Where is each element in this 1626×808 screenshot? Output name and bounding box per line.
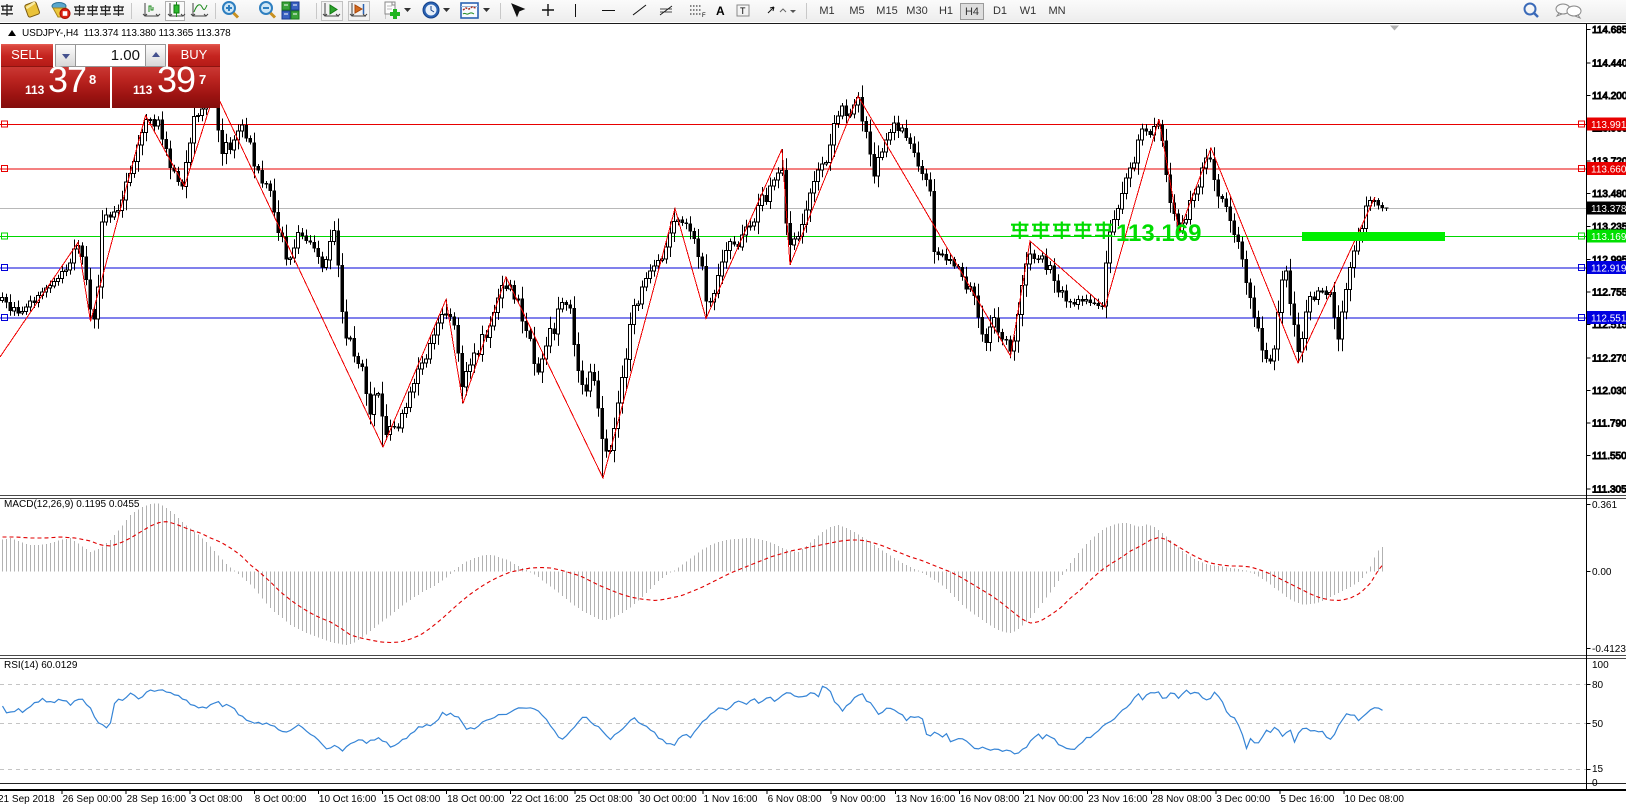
svg-text:112.551: 112.551 bbox=[1591, 314, 1626, 325]
svg-text:8 Oct 00:00: 8 Oct 00:00 bbox=[255, 794, 307, 805]
svg-text:26 Sep 00:00: 26 Sep 00:00 bbox=[63, 794, 123, 805]
svg-text:-0.4123: -0.4123 bbox=[1592, 644, 1626, 655]
svg-text:15: 15 bbox=[1592, 764, 1604, 775]
svg-text:113.378: 113.378 bbox=[1591, 204, 1626, 215]
svg-text:112.030: 112.030 bbox=[1592, 386, 1626, 397]
svg-text:30 Oct 00:00: 30 Oct 00:00 bbox=[639, 794, 697, 805]
svg-text:114.440: 114.440 bbox=[1592, 59, 1626, 70]
svg-text:MACD(12,26,9) 0.1195 0.0455: MACD(12,26,9) 0.1195 0.0455 bbox=[4, 499, 140, 510]
svg-text:16 Nov 08:00: 16 Nov 08:00 bbox=[960, 794, 1020, 805]
svg-text:0: 0 bbox=[1592, 778, 1598, 789]
svg-text:9 Nov 00:00: 9 Nov 00:00 bbox=[832, 794, 886, 805]
svg-text:111.550: 111.550 bbox=[1592, 451, 1626, 462]
svg-text:111.305: 111.305 bbox=[1592, 484, 1626, 495]
svg-text:80: 80 bbox=[1592, 680, 1604, 691]
svg-text:F: F bbox=[702, 13, 706, 19]
svg-text:113.169: 113.169 bbox=[1591, 232, 1626, 243]
svg-text:112.270: 112.270 bbox=[1592, 353, 1626, 364]
svg-text:114.200: 114.200 bbox=[1592, 91, 1626, 102]
svg-text:28 Sep 16:00: 28 Sep 16:00 bbox=[127, 794, 187, 805]
svg-text:112.919: 112.919 bbox=[1591, 264, 1626, 275]
svg-text:A: A bbox=[716, 4, 725, 18]
svg-text:50: 50 bbox=[1592, 719, 1604, 730]
svg-text:28 Nov 08:00: 28 Nov 08:00 bbox=[1152, 794, 1212, 805]
svg-text:0.00: 0.00 bbox=[1592, 567, 1612, 578]
svg-text:114.685: 114.685 bbox=[1592, 25, 1626, 36]
svg-text:1 Nov 16:00: 1 Nov 16:00 bbox=[704, 794, 758, 805]
svg-text:3 Dec 00:00: 3 Dec 00:00 bbox=[1216, 794, 1270, 805]
svg-text:113.660: 113.660 bbox=[1591, 165, 1626, 176]
svg-text:T: T bbox=[740, 6, 746, 16]
svg-text:10 Dec 08:00: 10 Dec 08:00 bbox=[1345, 794, 1405, 805]
svg-text:113.480: 113.480 bbox=[1592, 189, 1626, 200]
svg-text:RSI(14) 60.0129: RSI(14) 60.0129 bbox=[4, 660, 78, 671]
svg-text:3 Oct 08:00: 3 Oct 08:00 bbox=[191, 794, 243, 805]
svg-text:100: 100 bbox=[1592, 660, 1609, 671]
svg-text:113.991: 113.991 bbox=[1591, 120, 1626, 131]
svg-text:0.361: 0.361 bbox=[1592, 500, 1617, 511]
svg-text:5 Dec 16:00: 5 Dec 16:00 bbox=[1280, 794, 1334, 805]
svg-text:23 Nov 16:00: 23 Nov 16:00 bbox=[1088, 794, 1148, 805]
svg-text:22 Oct 16:00: 22 Oct 16:00 bbox=[511, 794, 569, 805]
svg-text:6 Nov 08:00: 6 Nov 08:00 bbox=[768, 794, 822, 805]
svg-text:25 Oct 08:00: 25 Oct 08:00 bbox=[575, 794, 633, 805]
svg-text:113.169: 113.169 bbox=[1116, 220, 1201, 247]
svg-text:21 Nov 00:00: 21 Nov 00:00 bbox=[1024, 794, 1084, 805]
svg-text:15 Oct 08:00: 15 Oct 08:00 bbox=[383, 794, 441, 805]
svg-text:111.790: 111.790 bbox=[1592, 419, 1626, 430]
svg-text:18 Oct 00:00: 18 Oct 00:00 bbox=[447, 794, 505, 805]
svg-text:112.755: 112.755 bbox=[1592, 287, 1626, 298]
svg-text:10 Oct 16:00: 10 Oct 16:00 bbox=[319, 794, 377, 805]
svg-text:21 Sep 2018: 21 Sep 2018 bbox=[0, 794, 55, 805]
svg-text:13 Nov 16:00: 13 Nov 16:00 bbox=[896, 794, 956, 805]
